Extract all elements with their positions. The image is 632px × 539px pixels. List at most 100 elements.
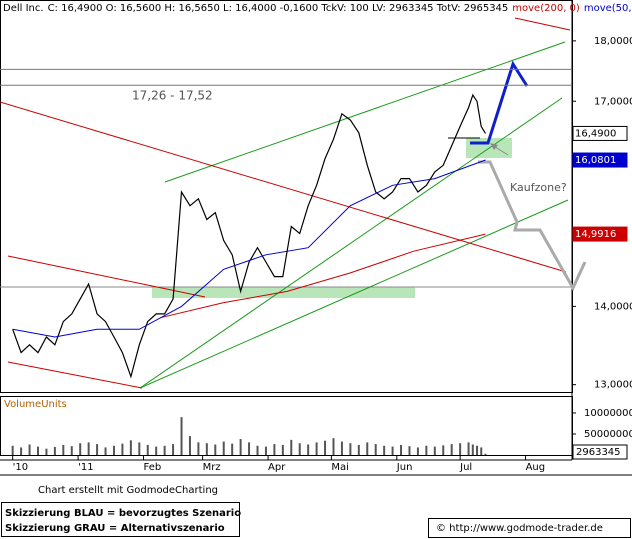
volume-bar xyxy=(248,442,251,455)
volume-bar xyxy=(79,443,82,455)
volume-bar xyxy=(484,453,487,455)
volume-bar xyxy=(408,446,411,455)
volume-bar xyxy=(129,440,132,455)
volume-bar xyxy=(459,443,462,455)
arrow-head xyxy=(490,143,498,150)
volume-bar xyxy=(20,447,23,455)
alternative-scenario xyxy=(478,160,587,292)
volume-bar xyxy=(476,445,479,455)
volume-bar xyxy=(28,444,31,455)
volume-bar xyxy=(467,442,470,455)
y-tick-label: 13,0000 xyxy=(594,380,632,391)
volume-bar xyxy=(349,443,352,455)
header-part: move(200, 0) xyxy=(512,3,580,14)
x-tick-label: '11 xyxy=(78,462,93,473)
y-tick-label: 14,0000 xyxy=(594,301,632,312)
volume-bar xyxy=(214,444,217,455)
volume-bar xyxy=(281,444,284,455)
volume-bar xyxy=(45,448,48,455)
volume-bar xyxy=(239,439,242,455)
last-value-label: 2963345 xyxy=(576,447,621,458)
y-tick-label: 17,0000 xyxy=(594,96,632,107)
volume-bar xyxy=(273,444,276,455)
trend-line xyxy=(139,199,569,389)
volume-bar xyxy=(205,443,208,455)
volume-bar xyxy=(87,442,90,455)
price-panel xyxy=(0,0,573,393)
last-value-box xyxy=(572,444,628,460)
trend-line xyxy=(164,41,566,183)
source-box xyxy=(428,518,631,538)
volume-bar xyxy=(450,444,453,455)
trend-line xyxy=(7,255,206,298)
moving-average xyxy=(12,159,486,338)
volume-bar xyxy=(366,442,369,455)
x-tick-label: Jul xyxy=(459,462,472,473)
volume-bar xyxy=(400,444,403,455)
volume-bar xyxy=(62,444,65,455)
last-value-box xyxy=(572,125,628,141)
volume-bar xyxy=(416,447,419,455)
volume-bar xyxy=(315,442,318,455)
volume-bar xyxy=(112,445,115,455)
x-tick-label: Mai xyxy=(331,462,349,473)
last-value-box xyxy=(572,226,628,242)
last-value-label: 16,0801 xyxy=(575,155,616,166)
volume-bar xyxy=(290,439,293,455)
price-line xyxy=(12,93,487,379)
last-value-label: 14,9916 xyxy=(575,229,616,240)
volume-bar xyxy=(324,440,327,455)
trend-line xyxy=(139,97,563,389)
volume-bar xyxy=(36,446,39,455)
volume-bar xyxy=(471,444,474,455)
volume-bar xyxy=(374,444,377,455)
trend-line xyxy=(7,361,143,389)
volume-bar xyxy=(11,445,14,455)
volume-bar xyxy=(231,443,234,455)
moving-average xyxy=(160,233,486,319)
volume-bar xyxy=(332,438,335,455)
note: Skizzierung BLAU = bevorzugtes Szenario xyxy=(5,508,241,519)
x-tick-label: Apr xyxy=(268,462,286,473)
notes-box xyxy=(1,502,240,537)
volume-bar xyxy=(357,444,360,455)
last-value-box xyxy=(572,152,628,168)
volume-bar xyxy=(53,447,56,455)
volume-bar xyxy=(197,442,200,455)
volume-bar xyxy=(433,446,436,455)
volume-bar xyxy=(121,443,124,455)
volume-bar xyxy=(391,446,394,455)
x-tick-label: Jun xyxy=(396,462,413,473)
volume-bar xyxy=(70,446,73,455)
volume-bar xyxy=(172,444,175,455)
volume-bar xyxy=(146,444,149,455)
volume-bar xyxy=(155,446,158,455)
header-part: C: 16,4900 O: 16,5600 H: 16,5650 L: 16,4… xyxy=(48,3,509,14)
preferred-scenario xyxy=(470,60,529,145)
volume-bar xyxy=(222,441,225,455)
volume-panel xyxy=(0,396,573,456)
volume-bar xyxy=(264,446,267,455)
volume-bar xyxy=(425,445,428,455)
note: Skizzierung GRAU = Alternativszenario xyxy=(5,523,225,534)
last-value-label: 16,4900 xyxy=(575,128,616,139)
volume-bar xyxy=(96,444,99,455)
range-label: 17,26 - 17,52 xyxy=(132,89,213,103)
source: © http://www.godmode-trader.de xyxy=(436,523,603,534)
trend-line xyxy=(514,17,571,31)
x-tick-label: Mrz xyxy=(203,462,221,473)
y-tick-label: 100000000 xyxy=(584,408,632,419)
header: Dell Inc. C: 16,4900 O: 16,5600 H: 16,565… xyxy=(3,3,632,14)
volume-bar xyxy=(104,447,107,455)
header-part: Dell Inc. xyxy=(3,3,44,14)
y-tick-label: 50000000 xyxy=(584,429,632,440)
volume-bar xyxy=(138,442,141,455)
x-tick-label: Feb xyxy=(144,462,162,473)
trend-line xyxy=(0,101,567,273)
volume-bar xyxy=(383,445,386,455)
volume-bar xyxy=(256,445,259,455)
volume-title: VolumeUnits xyxy=(4,399,67,410)
volume-bar xyxy=(442,445,445,455)
volume-bar xyxy=(163,445,166,455)
